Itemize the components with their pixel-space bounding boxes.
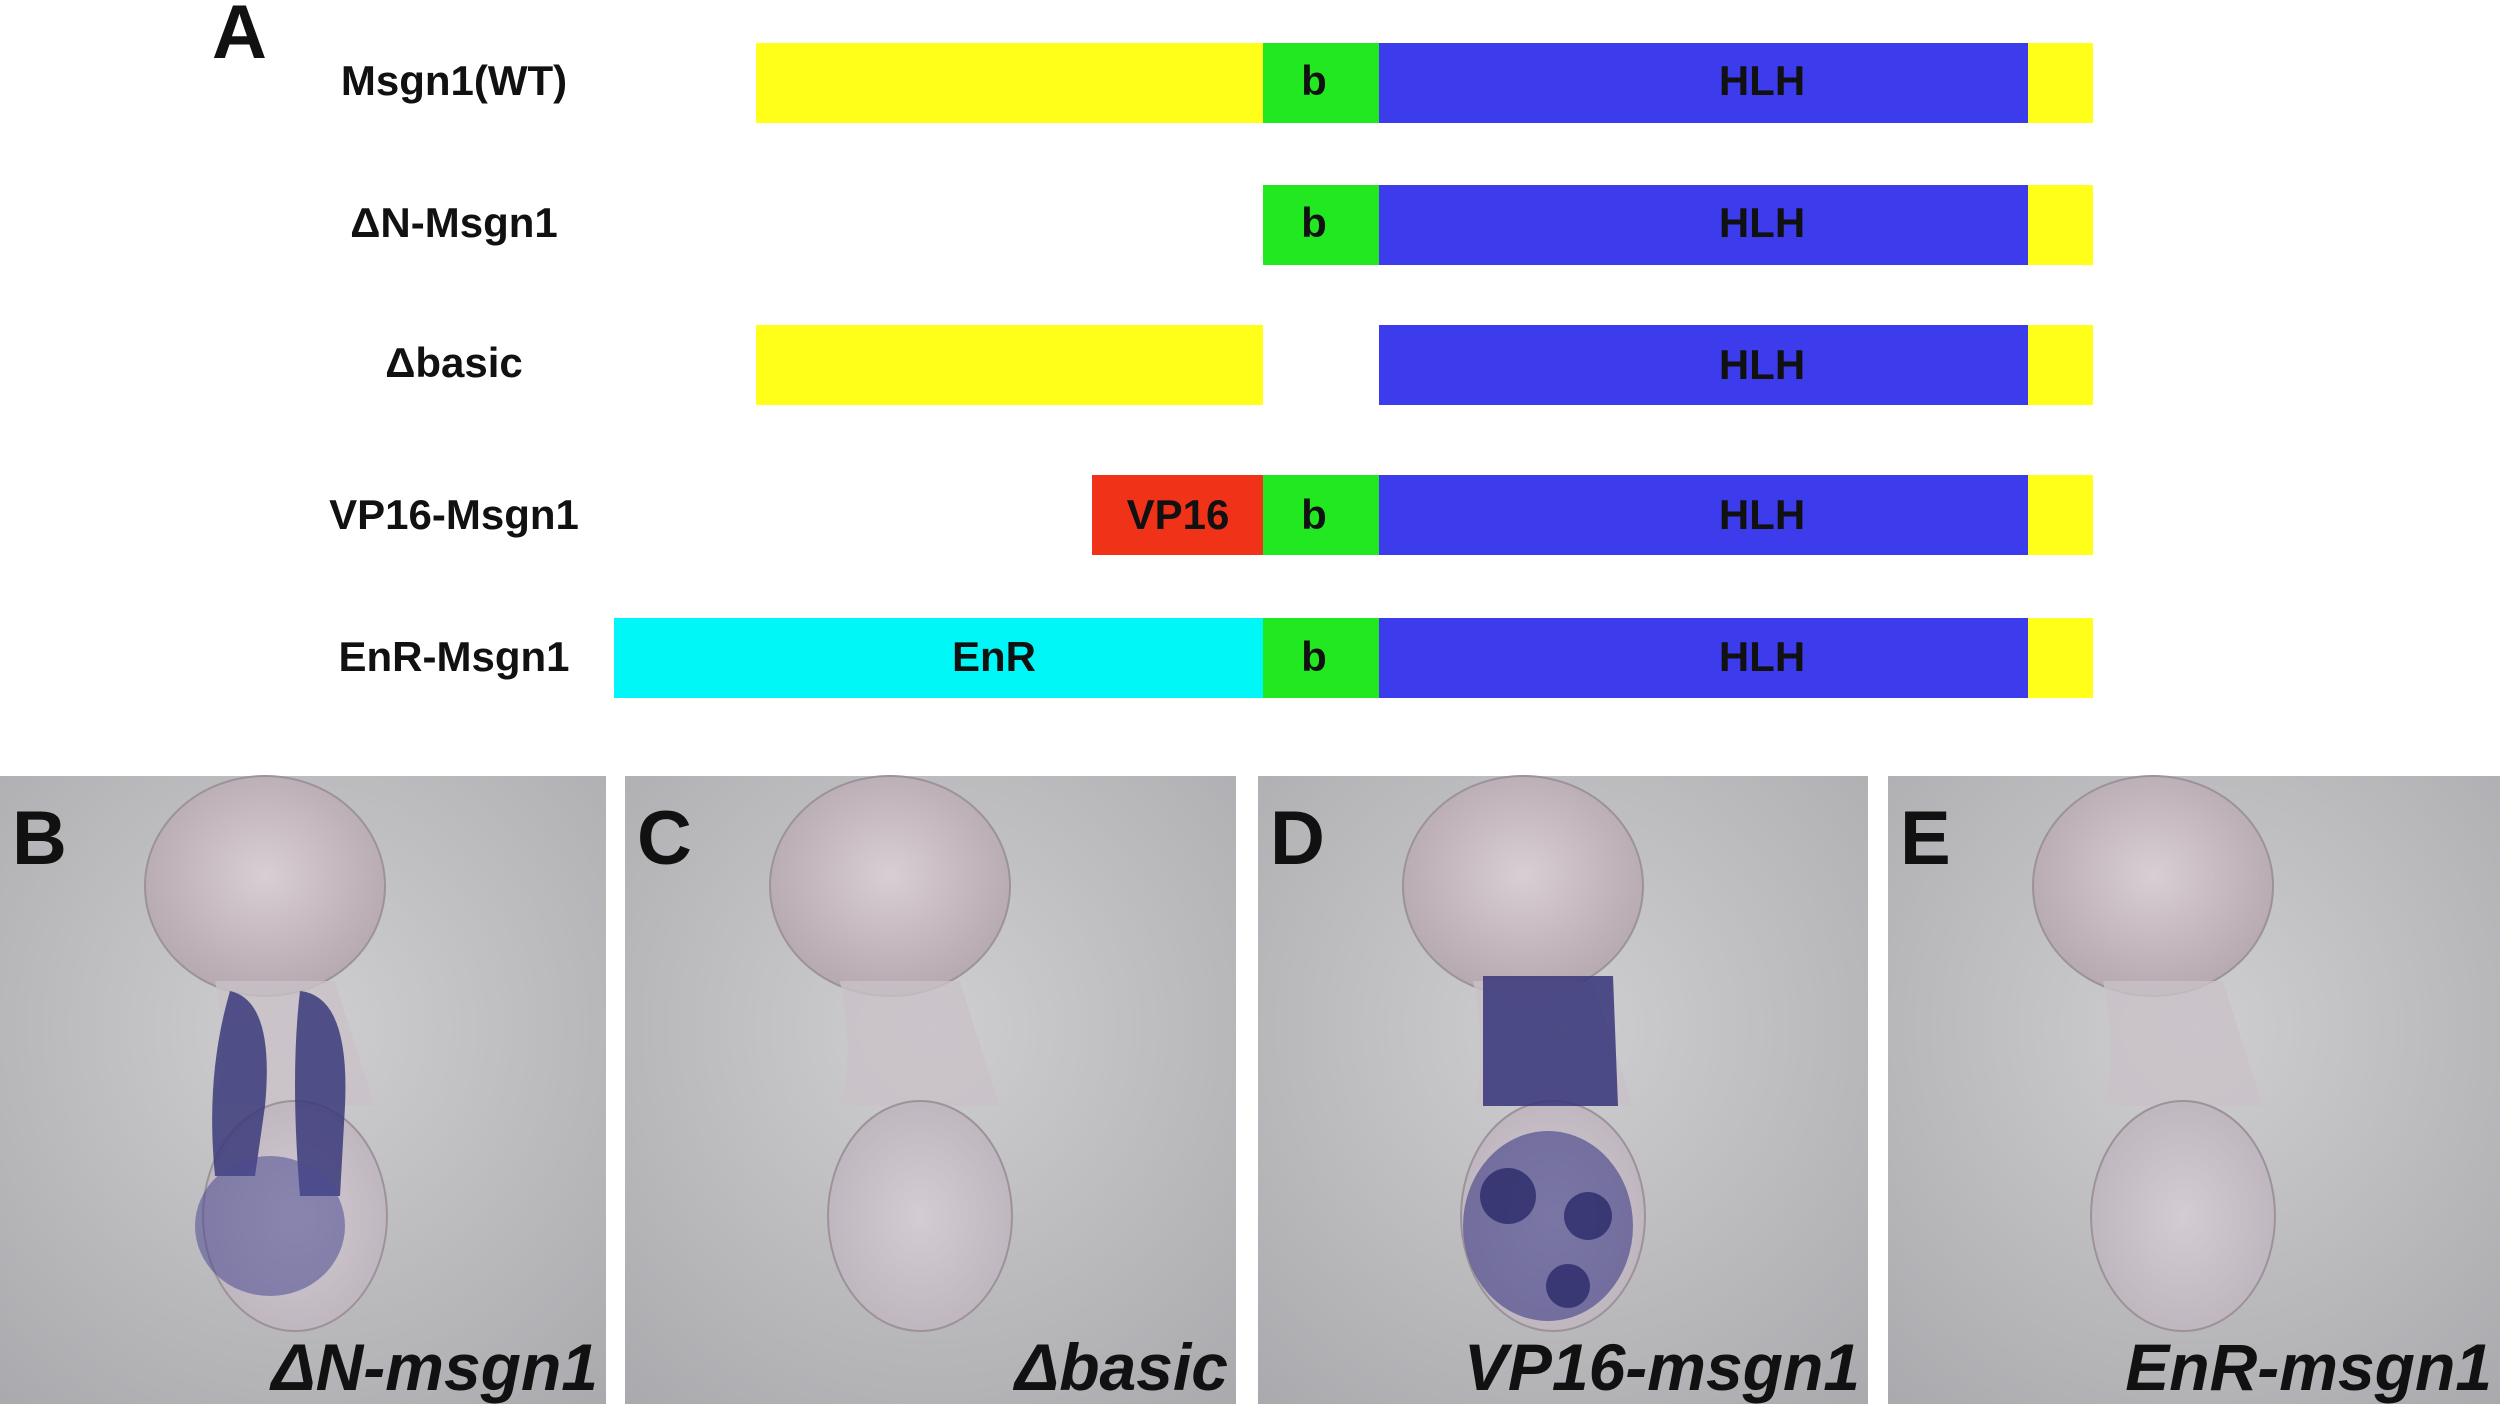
domain-label: VP16: [1127, 491, 1230, 538]
construct-row: EnR-Msgn1 EnR b HLH: [339, 618, 2093, 698]
construct-name: Msgn1(WT): [341, 57, 567, 104]
construct-row: Msgn1(WT) b HLH: [341, 43, 2093, 123]
domain-label: EnR: [952, 633, 1036, 680]
domain-label: b: [1301, 633, 1327, 680]
hlh-domain: [1379, 325, 2028, 405]
construct-name: Δbasic: [385, 339, 523, 386]
stain: [1564, 1192, 1612, 1240]
stain: [295, 991, 346, 1196]
n-terminal: [756, 325, 1263, 405]
construct-name: ΔN-Msgn1: [350, 199, 558, 246]
panel-caption: Δbasic: [1012, 1330, 1228, 1404]
domain-label: HLH: [1719, 199, 1805, 246]
construct-name: EnR-Msgn1: [339, 633, 570, 680]
panel-caption: ΔN-msgn1: [268, 1330, 598, 1404]
stain: [1483, 976, 1618, 1106]
basic-domain: [1263, 475, 1379, 555]
basic-domain: [1263, 185, 1379, 265]
domain-label: HLH: [1719, 633, 1805, 680]
basic-domain: [1263, 618, 1379, 698]
domain-label: b: [1301, 491, 1327, 538]
construct-name: VP16-Msgn1: [329, 491, 579, 538]
stain: [212, 991, 267, 1176]
hlh-domain: [1379, 475, 2028, 555]
photo-panel: D VP16-msgn1: [1258, 775, 1868, 1404]
hlh-domain: [1379, 185, 2028, 265]
photo-panel: B ΔN-msgn1: [0, 775, 606, 1404]
domain-label: HLH: [1719, 491, 1805, 538]
domain-label: b: [1301, 199, 1327, 246]
c-terminal: [2028, 618, 2093, 698]
hlh-domain: [1379, 618, 2028, 698]
basic-domain: [1263, 43, 1379, 123]
stain: [1480, 1168, 1536, 1224]
construct-row: Δbasic HLH: [385, 325, 2093, 405]
c-terminal: [2028, 43, 2093, 123]
c-terminal: [2028, 185, 2093, 265]
panel-caption: EnR-msgn1: [2125, 1330, 2492, 1404]
n-terminal: [756, 43, 1263, 123]
panel-letter: E: [1900, 796, 1951, 881]
panel-caption: VP16-msgn1: [1464, 1330, 1860, 1404]
c-terminal: [2028, 325, 2093, 405]
enr-domain: [614, 618, 1263, 698]
panel-letter: C: [637, 796, 692, 881]
stain: [1546, 1264, 1590, 1308]
photo-panel: E EnR-msgn1: [1888, 775, 2500, 1404]
domain-label: HLH: [1719, 57, 1805, 104]
construct-row: VP16-Msgn1 VP16 b HLH: [329, 475, 2093, 555]
hlh-domain: [1379, 43, 2028, 123]
photo-panel: C Δbasic: [625, 775, 1236, 1404]
domain-label: HLH: [1719, 341, 1805, 388]
panel-letter: A: [212, 0, 267, 75]
c-terminal: [2028, 475, 2093, 555]
vp16-domain: [1092, 475, 1263, 555]
stain: [195, 1156, 345, 1296]
panel-letter: B: [12, 796, 67, 881]
panel-letter: D: [1270, 796, 1325, 881]
domain-label: b: [1301, 57, 1327, 104]
construct-row: ΔN-Msgn1 b HLH: [350, 185, 2093, 265]
